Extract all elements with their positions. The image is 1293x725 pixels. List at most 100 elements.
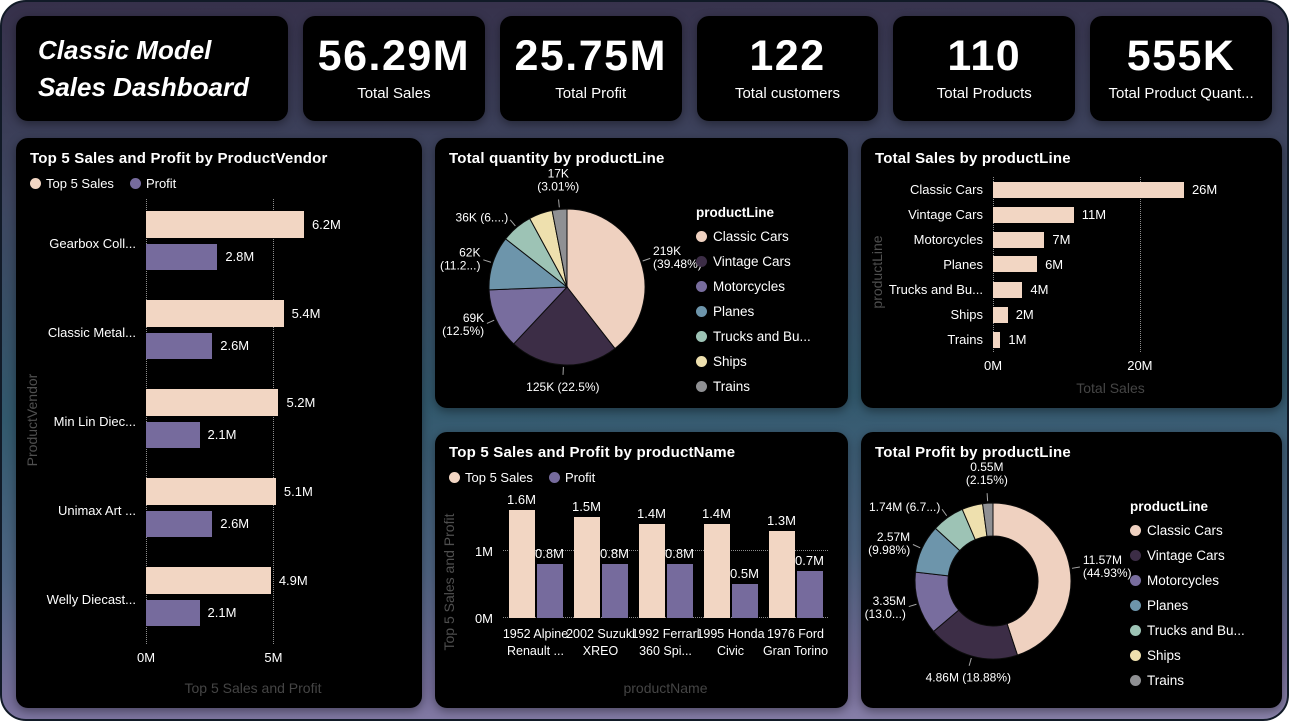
bar-top-5-sales-1995-honda-civic[interactable] (703, 523, 730, 618)
legend-label-top-5-sales: Top 5 Sales (465, 470, 533, 485)
slice-trains[interactable] (982, 502, 994, 537)
legend-item-planes[interactable]: Planes (696, 304, 832, 319)
value-label-profit-2002-suzuki-xreo: 0.8M (600, 546, 629, 562)
bar-profit-welly-diecast[interactable] (146, 599, 200, 627)
slice-trains[interactable] (551, 208, 568, 288)
bar-total-sales-classic-cars[interactable] (993, 181, 1184, 198)
bar-top-5-sales-classic-metal[interactable] (146, 300, 284, 328)
title-card: Classic Model Sales Dashboard (16, 16, 288, 121)
bar-profit-2002-suzuki-xreo[interactable] (601, 564, 628, 618)
value-label-top-5-sales-gearbox-coll: 6.2M (311, 217, 341, 233)
gridline-0M (503, 617, 828, 618)
value-label-total-sales-ships: 2M (1015, 307, 1034, 322)
value-label-profit-welly-diecast: 2.1M (207, 605, 237, 621)
bar-top-5-sales-min-lin-diec[interactable] (146, 389, 279, 417)
legend-label-vintage-cars: Vintage Cars (713, 254, 791, 269)
label-leader-line (941, 508, 948, 517)
x-axis-title: Total Sales (1076, 380, 1145, 396)
bar-profit-min-lin-diec[interactable] (146, 421, 200, 449)
category-label-welly-diecast: Welly Diecast... (46, 592, 136, 607)
bar-top-5-sales-2002-suzuki-xreo[interactable] (573, 517, 600, 618)
slice-label-trains: 0.55M (2.15%) (966, 460, 1008, 487)
legend-item-vintage-cars[interactable]: Vintage Cars (696, 254, 832, 269)
legend-item-profit[interactable]: Profit (129, 176, 176, 191)
legend-item-trucks-and-bu[interactable]: Trucks and Bu... (1130, 623, 1266, 638)
label-leader-line (968, 657, 972, 666)
legend-item-motorcycles[interactable]: Motorcycles (696, 279, 832, 294)
bar-top-5-sales-1992-ferrari-360-spi[interactable] (638, 523, 665, 618)
legend-item-trains[interactable]: Trains (1130, 673, 1266, 688)
legend-item-classic-cars[interactable]: Classic Cars (1130, 523, 1266, 538)
value-label-top-5-sales-1995-honda-civic: 1.4M (702, 505, 731, 521)
value-label-profit-unimax-art: 2.6M (220, 516, 250, 532)
bar-top-5-sales-1952-alpine-renault[interactable] (508, 510, 535, 618)
x-axis-title: productName (623, 680, 708, 696)
chart-title-vendor: Top 5 Sales and Profit by ProductVendor (30, 150, 328, 167)
category-label-min-lin-diec: Min Lin Diec... (53, 414, 136, 429)
x-axis-ticks: 0M 5M (137, 650, 360, 668)
bar-profit-1976-ford-gran-torino[interactable] (796, 570, 823, 618)
bar-top-5-sales-welly-diecast[interactable] (146, 567, 271, 595)
slice-classic-cars[interactable] (992, 502, 1072, 656)
bar-total-sales-trains[interactable] (993, 331, 1001, 348)
legend-item-trucks-and-bu[interactable]: Trucks and Bu... (696, 329, 832, 344)
bar-profit-1995-honda-civic[interactable] (731, 584, 758, 618)
value-label-total-sales-vintage-cars: 11M (1081, 207, 1107, 222)
legend-item-motorcycles[interactable]: Motorcycles (1130, 573, 1266, 588)
bar-total-sales-trucks-and-bu[interactable] (993, 281, 1023, 298)
value-label-profit-gearbox-coll: 2.8M (225, 249, 255, 265)
legend-item-planes[interactable]: Planes (1130, 598, 1266, 613)
bar-profit-gearbox-coll[interactable] (146, 243, 218, 271)
gridline-1M (503, 549, 828, 551)
value-label-total-sales-trucks-and-bu: 4M (1030, 282, 1049, 297)
sales-plot-area: 26M 11M 7M 6M 4M 2M 1M (993, 177, 1228, 352)
label-leader-line (1071, 566, 1080, 569)
legend-item-vintage-cars[interactable]: Vintage Cars (1130, 548, 1266, 563)
kpi-value-total-customers: 122 (749, 32, 826, 80)
gridline-20M (1139, 177, 1141, 352)
value-label-top-5-sales-1952-alpine-renault: 1.6M (507, 492, 536, 508)
legend-label-top-5-sales: Top 5 Sales (46, 176, 114, 191)
category-axis: 1952 Alpine Renault ... 2002 Suzuki XREO 1… (503, 626, 828, 682)
label-leader-line (908, 603, 917, 608)
dashboard-title: Classic Model Sales Dashboard (16, 32, 249, 106)
series-legend-vendor: Top 5 Sales Profit (30, 176, 408, 191)
charts-grid: Top 5 Sales and Profit by ProductVendor … (2, 121, 1287, 708)
legend-item-ships[interactable]: Ships (1130, 648, 1266, 663)
legend-item-classic-cars[interactable]: Classic Cars (696, 229, 832, 244)
legend-dot-profit (548, 472, 560, 483)
slice-classic-cars[interactable] (566, 208, 646, 350)
legend-item-top-5-sales[interactable]: Top 5 Sales (30, 176, 114, 191)
bar-profit-1992-ferrari-360-spi[interactable] (666, 564, 693, 618)
bar-total-sales-ships[interactable] (993, 306, 1008, 323)
bar-profit-unimax-art[interactable] (146, 510, 213, 538)
legend-label-trains: Trains (713, 379, 751, 394)
legend-label-trains: Trains (1147, 673, 1185, 688)
legend-title: productLine (696, 205, 774, 220)
bar-top-5-sales-unimax-art[interactable] (146, 478, 276, 506)
category-label-vintage-cars: Vintage Cars (908, 207, 983, 222)
x-axis-ticks: 0M 20M (984, 358, 1228, 376)
legend-item-profit[interactable]: Profit (548, 470, 595, 485)
slice-vintage-cars[interactable] (512, 286, 616, 366)
bar-total-sales-vintage-cars[interactable] (993, 206, 1074, 223)
slice-label-motorcycles: 69K (12.5%) (442, 311, 484, 338)
bar-top-5-sales-1976-ford-gran-torino[interactable] (768, 530, 795, 618)
legend-item-ships[interactable]: Ships (696, 354, 832, 369)
chart-card-quantity-pie: Total quantity by productLine 219K (39.48… (435, 138, 848, 408)
bar-profit-1952-alpine-renault[interactable] (536, 564, 563, 618)
value-label-top-5-sales-unimax-art: 5.1M (283, 484, 313, 500)
value-label-total-sales-trains: 1M (1008, 332, 1027, 347)
bar-top-5-sales-gearbox-coll[interactable] (146, 211, 304, 239)
slice-label-planes: 62K (11.2...) (440, 245, 480, 272)
bar-total-sales-motorcycles[interactable] (993, 231, 1045, 248)
kpi-label-total-sales: Total Sales (357, 85, 431, 102)
bar-total-sales-planes[interactable] (993, 256, 1038, 273)
legend-item-top-5-sales[interactable]: Top 5 Sales (449, 470, 533, 485)
productline-legend: productLine Classic Cars Vintage Cars Motor… (1130, 499, 1266, 698)
slice-motorcycles[interactable] (488, 286, 569, 345)
legend-label-planes: Planes (1147, 598, 1189, 613)
bar-profit-classic-metal[interactable] (146, 332, 213, 360)
slice-label-motorcycles: 3.35M (13.0...) (865, 594, 906, 621)
legend-item-trains[interactable]: Trains (696, 379, 832, 394)
